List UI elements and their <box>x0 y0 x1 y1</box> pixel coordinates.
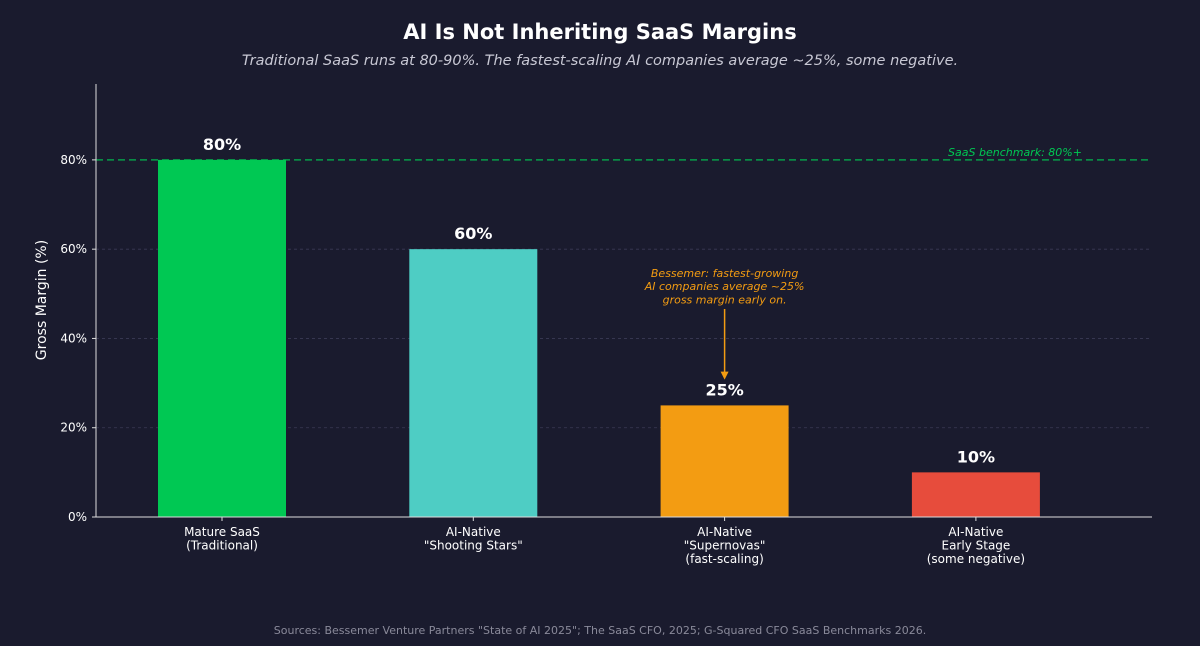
y-tick-label: 40% <box>60 331 87 345</box>
data-label: 80% <box>203 135 241 154</box>
x-tick-label: (fast-scaling) <box>685 552 763 566</box>
x-tick-label: Early Stage <box>942 539 1011 553</box>
x-tick-label: "Shooting Stars" <box>424 539 523 553</box>
data-label: 60% <box>454 224 492 243</box>
data-label: 25% <box>705 380 743 399</box>
x-tick-label: (some negative) <box>927 552 1025 566</box>
annotation-text: gross margin early on. <box>663 293 787 306</box>
data-label: 10% <box>957 447 995 466</box>
source-note: Sources: Bessemer Venture Partners "Stat… <box>274 624 926 637</box>
annotation-text: Bessemer: fastest-growing <box>651 267 798 280</box>
y-tick-label: 20% <box>60 421 87 435</box>
bar-3 <box>911 472 1040 517</box>
y-tick-label: 0% <box>68 510 87 524</box>
benchmark-label: SaaS benchmark: 80%+ <box>948 146 1082 159</box>
y-tick-label: 60% <box>60 242 87 256</box>
x-tick-label: AI-Native <box>697 525 752 539</box>
chart-title: AI Is Not Inheriting SaaS Margins <box>403 20 796 44</box>
x-tick-label: AI-Native <box>948 525 1003 539</box>
annotation-text: AI companies average ~25% <box>644 280 805 293</box>
bar-2 <box>660 405 789 517</box>
x-tick-label: AI-Native <box>446 525 501 539</box>
bar-1 <box>409 249 538 517</box>
arrow-head-icon <box>720 371 729 380</box>
y-tick-label: 80% <box>60 153 87 167</box>
x-tick-label: (Traditional) <box>186 539 258 553</box>
bar-0 <box>158 159 286 517</box>
chart-subtitle: Traditional SaaS runs at 80-90%. The fas… <box>242 53 958 69</box>
x-tick-label: "Supernovas" <box>684 539 766 553</box>
y-axis-label: Gross Margin (%) <box>34 240 50 360</box>
x-tick-label: Mature SaaS <box>184 525 260 539</box>
